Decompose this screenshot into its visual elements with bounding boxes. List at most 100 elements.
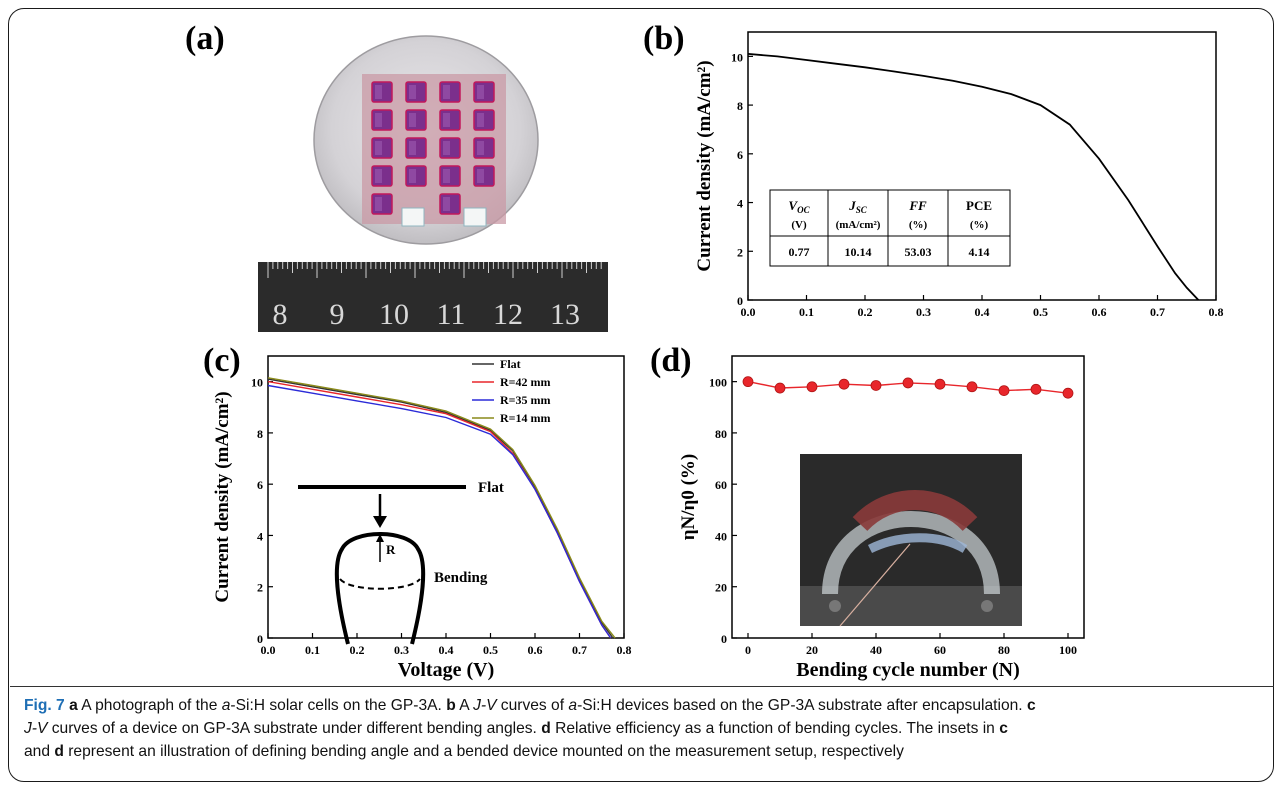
x-tick-label: 0.2 — [350, 643, 365, 657]
panel-label-b: (b) — [643, 20, 685, 57]
y-tick-label: 0 — [257, 632, 263, 646]
y-tick-label: 4 — [257, 529, 263, 543]
figure-frame — [8, 8, 1274, 782]
ruler-number: 8 — [273, 298, 288, 331]
y-tick-label: 80 — [715, 427, 727, 441]
table-header: PCE — [966, 198, 992, 213]
caption-text: curves of a device on GP-3A substrate un… — [47, 720, 542, 737]
chart-c: 0.0 0.1 0.2 0.3 0.4 0.5 0.6 0.7 0.8 0 2 4 6 8 10 Voltag… — [212, 355, 632, 681]
bent-holder — [822, 511, 1000, 595]
cell-highlight — [375, 85, 382, 99]
wafer-photo — [313, 35, 539, 245]
y-tick-label: 40 — [715, 529, 727, 543]
data-point — [1030, 383, 1042, 395]
bending-inset: Flat R Bending — [298, 480, 504, 645]
cell-highlight — [409, 169, 416, 183]
x-tick-label: 0.6 — [1092, 305, 1107, 319]
x-tick-label: 0.6 — [528, 643, 543, 657]
table-header-unit: (V) — [791, 219, 807, 231]
ruler-number: 10 — [379, 298, 409, 331]
chart-c-axes: 0.0 0.1 0.2 0.3 0.4 0.5 0.6 0.7 0.8 0 2 4 6 8 10 Voltag… — [212, 355, 632, 681]
chart-b: 0.00.10.20.30.40.50.60.70.80246810Voltag… — [694, 31, 1224, 319]
y-tick-label: 10 — [251, 376, 263, 390]
bend-arrow-head — [373, 516, 387, 528]
table-header-unit: (%) — [909, 219, 928, 231]
table-header-unit: (mA/cm²) — [836, 219, 881, 231]
caption-italic: a — [568, 697, 578, 714]
cell-highlight — [443, 113, 450, 127]
legend-label: R=35 mm — [500, 393, 551, 407]
cell-highlight — [477, 113, 484, 127]
clamp-right — [981, 600, 993, 612]
plot-frame — [267, 355, 625, 639]
x-axis-label: Bending cycle number (N) — [796, 659, 1020, 681]
data-point — [902, 377, 914, 389]
caption-label-c: c — [999, 720, 1008, 737]
ruler-ticks — [267, 262, 602, 278]
cell-highlight — [443, 169, 450, 183]
x-tick-label: 0.3 — [394, 643, 409, 657]
data-point — [934, 378, 946, 390]
table-header: JSC — [848, 198, 868, 215]
x-tick-label: 0.8 — [1209, 305, 1224, 319]
caption-text: curves of — [496, 697, 569, 714]
y-tick-label: 8 — [257, 427, 263, 441]
results-table: VOC (V) 0.77 JSC (mA/cm²) 10.14 FF (%) 53.03 PCE (… — [769, 189, 1011, 267]
plot-frame — [731, 355, 1085, 639]
solar-cell-grid — [371, 81, 495, 215]
ruler-number: 11 — [437, 298, 466, 331]
x-tick-label: 0.5 — [1033, 305, 1048, 319]
panel-label-d: (d) — [650, 342, 692, 379]
ruler-photo: 8 9 10 11 12 13 — [258, 262, 608, 332]
data-point — [774, 382, 786, 394]
y-tick-label: 10 — [731, 50, 743, 64]
x-tick-label: 0.1 — [799, 305, 814, 319]
y-tick-label: 0 — [737, 294, 743, 308]
ruler-number: 12 — [493, 298, 523, 331]
bend-circle-dashed — [339, 578, 421, 590]
x-tick-label: 0.0 — [741, 305, 756, 319]
cell-highlight — [477, 169, 484, 183]
cell-highlight — [375, 113, 382, 127]
table-header-unit: (%) — [970, 219, 989, 231]
contact-pad-left — [401, 207, 425, 227]
ruler-body — [258, 262, 608, 332]
contact-pad-right — [463, 207, 487, 227]
y-tick-label: 8 — [737, 99, 743, 113]
data-point — [966, 381, 978, 393]
x-tick-label: 0.4 — [439, 643, 454, 657]
caption-text: A photograph of the — [77, 697, 222, 714]
y-tick-label: 2 — [257, 581, 263, 595]
jv-curve — [267, 377, 616, 639]
table-frame — [769, 189, 1011, 267]
cell-highlight — [375, 141, 382, 155]
x-tick-label: 0.1 — [305, 643, 320, 657]
bending-label: Bending — [434, 570, 488, 586]
caption-italic: J-V — [473, 697, 497, 714]
y-axis-label: ηN/η0 (%) — [678, 454, 699, 540]
y-axis-label: Current density (mA/cm²) — [212, 391, 233, 602]
y-tick-label: 20 — [715, 581, 727, 595]
y-tick-label: 60 — [715, 478, 727, 492]
data-point — [742, 376, 754, 388]
cell-highlight — [409, 113, 416, 127]
ruler-number: 13 — [550, 298, 580, 331]
jv-curve — [747, 53, 1200, 301]
jv-curve — [267, 384, 612, 639]
cell-highlight — [375, 197, 382, 211]
y-tick-label: 2 — [737, 245, 743, 259]
chart-d: 0 20 40 60 80 100 0 20 40 60 80 100 Bending cycle nu… — [678, 355, 1085, 681]
data-point — [806, 381, 818, 393]
caption-label-d: d — [54, 743, 64, 760]
table-value: 53.03 — [905, 245, 932, 259]
radius-arrow-head — [376, 534, 384, 542]
y-axis-label: Current density (mA/cm²) — [694, 60, 715, 271]
chart-c-legend: Flat R=42 mm R=35 mm R=14 mm — [472, 357, 551, 425]
x-axis-label: Voltage (V) — [398, 659, 494, 681]
table-value: 4.14 — [969, 245, 990, 259]
cell-highlight — [477, 85, 484, 99]
cell-highlight — [443, 141, 450, 155]
tape-strip — [867, 533, 968, 554]
cell-highlight — [409, 85, 416, 99]
x-tick-label: 0.2 — [858, 305, 873, 319]
